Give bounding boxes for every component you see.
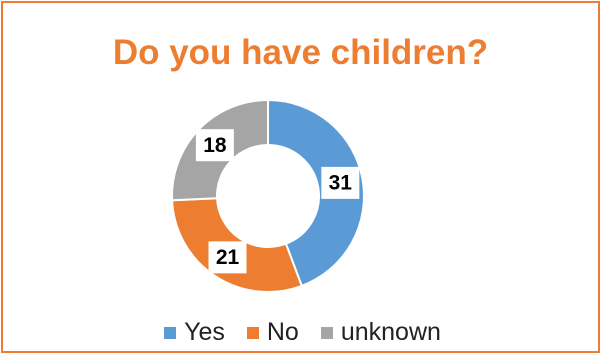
slice-yes [267, 98, 365, 288]
legend-item-unknown: unknown [320, 318, 441, 347]
chart-legend: Yes No unknown [0, 318, 605, 347]
legend-item-no: No [246, 318, 299, 347]
legend-label-no: No [266, 318, 299, 346]
legend-swatch-unknown [320, 326, 333, 339]
data-label-box-unknown [195, 129, 234, 162]
legend-swatch-no [246, 326, 259, 339]
legend-label-unknown: unknown [340, 318, 441, 346]
data-label-no: 21 [208, 241, 247, 274]
data-label-text-no: 21 [216, 246, 240, 269]
data-label-box-yes [321, 166, 360, 199]
data-label-text-unknown: 18 [203, 134, 227, 157]
chart-frame: Do you have children? [1, 1, 600, 353]
data-label-unknown: 18 [195, 129, 234, 162]
data-label-yes: 31 [321, 166, 360, 199]
chart-title: Do you have children? [112, 33, 489, 72]
legend-swatch-yes [164, 326, 177, 339]
legend-label-yes: Yes [184, 318, 225, 346]
legend-item-yes: Yes [164, 318, 225, 347]
data-label-box-no [208, 241, 247, 274]
data-label-text-yes: 31 [329, 171, 353, 194]
